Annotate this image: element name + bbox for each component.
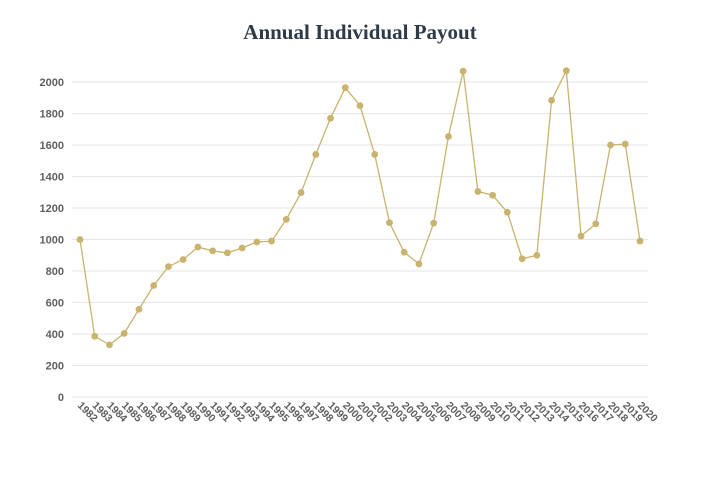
y-tick-label: 400 [46,329,64,341]
data-point-2006 [430,219,438,227]
data-point-1987 [150,282,158,289]
y-tick-label: 1400 [40,172,64,184]
gridlines [72,81,648,398]
y-axis-ticks: 0 200 400 600 800 1000 1200 1400 1600 1800 2000 [40,77,64,404]
data-point-2004 [400,248,408,256]
y-tick-label: 1000 [40,235,64,247]
data-point-1985 [120,329,128,337]
data-point-1994 [253,238,261,246]
y-tick-label: 1600 [40,140,64,152]
data-point-1995 [268,237,275,245]
data-point-2007 [445,133,452,140]
data-point-1988 [165,263,172,270]
data-point-2001 [356,102,364,110]
data-point-2017 [592,220,600,228]
y-tick-label: 1800 [40,109,64,121]
data-point-2013 [533,251,541,259]
data-point-1997 [297,189,305,196]
data-point-1996 [282,215,290,223]
data-point-2005 [415,260,423,268]
y-tick-label: 1200 [40,203,64,215]
data-point-1984 [106,341,113,349]
data-point-2010 [489,191,497,199]
data-point-2009 [474,188,482,195]
y-tick-label: 2000 [40,77,64,89]
data-point-2012 [518,255,526,263]
chart-title: Annual Individual Payout [243,20,477,44]
data-points [76,67,644,349]
data-point-1992 [223,249,231,257]
data-point-2020 [636,237,644,245]
data-point-2002 [371,151,379,158]
data-point-2016 [577,232,585,240]
data-point-1993 [238,244,246,252]
data-point-2014 [548,96,555,104]
data-point-1999 [327,114,334,122]
data-point-1991 [209,247,217,255]
y-tick-label: 800 [46,266,64,278]
data-point-1998 [312,151,320,158]
x-axis-ticks: 1982198319841985198619871988198919901991… [75,400,660,425]
data-point-2008 [459,67,467,75]
y-tick-label: 600 [46,298,64,310]
y-tick-label: 0 [58,392,64,404]
y-tick-label: 200 [46,361,64,373]
data-point-1983 [91,332,99,340]
data-point-1989 [179,256,187,263]
data-point-1986 [135,305,143,313]
data-point-2000 [341,84,349,92]
data-point-1990 [194,243,202,251]
data-point-2015 [562,67,570,75]
data-point-2019 [621,140,629,148]
data-point-2011 [503,208,511,216]
data-point-2003 [386,219,393,227]
data-point-1982 [76,236,84,243]
data-point-2018 [607,141,614,149]
